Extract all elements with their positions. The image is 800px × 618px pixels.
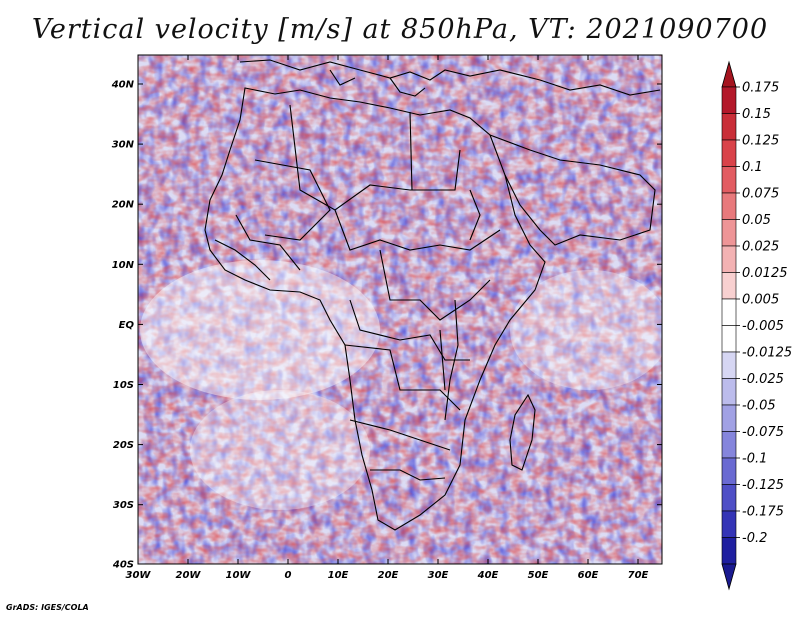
lon-label: 20E	[378, 570, 399, 581]
lon-label: 30W	[126, 570, 152, 581]
colorbar-swatch	[721, 272, 737, 300]
colorbar-label: 0.025	[742, 240, 779, 255]
lon-label: 50E	[528, 570, 549, 581]
colorbar-label: -0.005	[742, 319, 784, 334]
colorbar-label: -0.025	[742, 372, 784, 387]
colorbar-swatch	[721, 484, 737, 512]
colorbar-label: -0.05	[742, 399, 776, 414]
colorbar-swatch	[721, 192, 737, 220]
colorbar-label: -0.175	[742, 505, 784, 520]
vertical-velocity-field	[138, 55, 662, 564]
colorbar-swatch	[721, 113, 737, 141]
colorbar-label: -0.125	[742, 478, 784, 493]
colorbar-swatch	[721, 378, 737, 406]
colorbar-label: 0.175	[742, 81, 779, 96]
colorbar-swatch	[721, 351, 737, 379]
colorbar-label: -0.0125	[742, 346, 792, 361]
map-frame	[137, 54, 663, 565]
colorbar-swatch	[721, 404, 737, 432]
colorbar-swatch	[721, 510, 737, 538]
colorbar-label: -0.1	[742, 452, 767, 467]
coastline-borders	[204, 59, 661, 531]
colorbar-swatch	[721, 86, 737, 114]
lat-label: 20S	[113, 440, 134, 451]
colorbar-swatch	[721, 166, 737, 194]
lon-label: 30E	[428, 570, 449, 581]
latitude-labels: 40N 30N 20N 10N EQ 10S 20S 30S 40S	[111, 80, 135, 571]
lat-label: 10S	[113, 380, 134, 391]
lon-label: 20W	[176, 570, 202, 581]
grads-credit: GrADS: IGES/COLA	[6, 603, 89, 612]
lon-label: 40E	[477, 570, 499, 581]
colorbar-swatch	[721, 457, 737, 485]
colorbar-label: 0.05	[742, 213, 771, 228]
lat-label: 30N	[112, 140, 135, 151]
lon-label: 60E	[578, 570, 599, 581]
colorbar-swatch	[721, 245, 737, 273]
map-title: Vertical velocity [m/s] at 850hPa, VT: 2…	[31, 14, 769, 45]
colorbar-label: 0.1	[742, 160, 763, 175]
colorbar-label: -0.2	[742, 531, 767, 546]
colorbar-label: 0.075	[742, 187, 779, 202]
colorbar-swatch	[721, 537, 737, 565]
colorbar-label: 0.125	[742, 134, 779, 149]
colorbar-label: 0.0125	[742, 266, 788, 281]
longitude-labels: 30W 20W 10W 0 10E 20E 30E 40E 50E 60E 70E	[126, 570, 649, 581]
lat-label: EQ	[119, 320, 135, 331]
lat-label: 30S	[113, 500, 134, 511]
colorbar-bottom-arrow	[721, 563, 737, 591]
lon-label: 0	[285, 570, 292, 581]
lon-label: 70E	[628, 570, 649, 581]
lon-label: 10E	[328, 570, 349, 581]
lat-label: 10N	[112, 260, 135, 271]
colorbar-swatch	[721, 298, 737, 326]
axis-tickmarks	[137, 55, 662, 565]
colorbar-swatch	[721, 325, 737, 353]
colorbar: 0.175 0.15 0.125 0.1 0.075 0.05 0.025 0.0125 0.0…	[721, 60, 792, 591]
colorbar-label: 0.005	[742, 293, 779, 308]
lon-label: 10W	[226, 570, 252, 581]
colorbar-label: 0.15	[742, 107, 771, 122]
lat-label: 40N	[111, 80, 135, 91]
colorbar-swatch	[721, 219, 737, 247]
colorbar-top-arrow	[721, 60, 737, 88]
colorbar-swatch	[721, 431, 737, 459]
colorbar-label: -0.075	[742, 425, 784, 440]
lat-label: 40S	[112, 560, 134, 571]
colorbar-swatch	[721, 139, 737, 167]
lat-label: 20N	[112, 200, 135, 211]
